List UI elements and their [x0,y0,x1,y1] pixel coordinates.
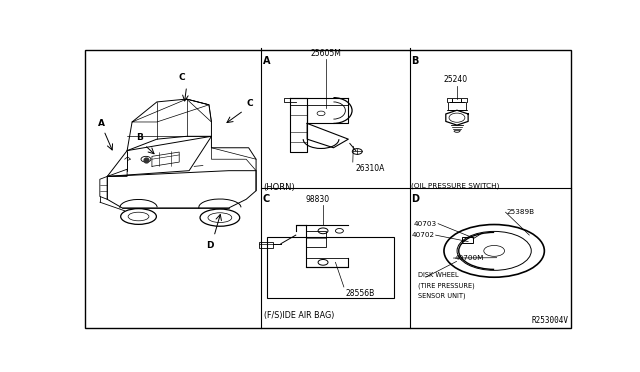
Text: 26310A: 26310A [355,164,385,173]
Bar [259,242,273,248]
Text: 25605M: 25605M [310,48,341,58]
Text: 28556B: 28556B [346,289,374,298]
Text: DISK WHEEL: DISK WHEEL [419,272,459,278]
Text: 25389B: 25389B [507,209,534,215]
Bar [462,237,473,243]
Text: (OIL PRESSURE SWITCH): (OIL PRESSURE SWITCH) [412,183,500,189]
Text: A: A [262,56,270,66]
Text: B: B [412,56,419,66]
Text: 40702: 40702 [412,232,435,238]
Text: C: C [246,99,253,108]
Text: D: D [206,241,214,250]
Text: 40703: 40703 [414,221,437,227]
Bar [448,102,466,110]
Text: 25240: 25240 [444,75,468,84]
Bar [306,231,326,247]
Text: (TIRE PRESSURE): (TIRE PRESSURE) [419,282,475,289]
Text: D: D [412,193,419,203]
Text: (HORN): (HORN) [264,183,295,192]
Text: C: C [262,193,270,203]
Text: A: A [98,119,105,128]
Text: 98830: 98830 [305,195,329,203]
Text: (F/S)IDE AIR BAG): (F/S)IDE AIR BAG) [264,311,334,320]
Text: B: B [136,133,143,142]
Text: R253004V: R253004V [532,316,568,325]
Text: 40700M: 40700M [454,255,484,261]
Text: C: C [179,73,185,82]
Bar [268,237,394,298]
Text: SENSOR UNIT): SENSOR UNIT) [419,293,466,299]
